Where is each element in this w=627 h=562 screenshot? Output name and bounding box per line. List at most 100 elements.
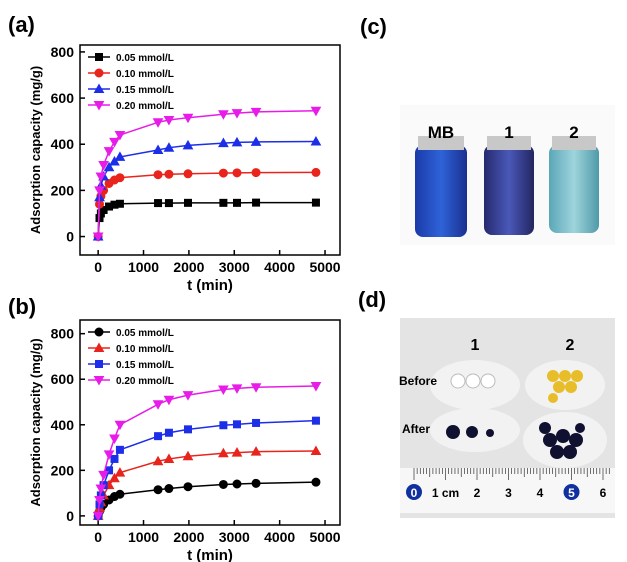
column-label: 2 — [566, 337, 575, 354]
marker — [110, 435, 119, 443]
x-tick-label: 3000 — [219, 529, 250, 545]
marker — [164, 396, 173, 404]
x-tick-label: 4000 — [264, 259, 295, 275]
column-label: 1 — [471, 337, 480, 354]
marker — [220, 422, 227, 429]
marker — [155, 433, 162, 440]
y-tick-label: 0 — [66, 229, 74, 245]
bead — [451, 374, 465, 388]
ruler-label: 0 — [411, 486, 418, 500]
ruler-label: 3 — [505, 486, 512, 500]
marker — [312, 417, 319, 424]
marker — [233, 199, 240, 206]
marker — [184, 199, 191, 206]
x-tick-label: 0 — [94, 529, 102, 545]
marker — [233, 421, 240, 428]
ruler-label: 1 cm — [432, 486, 459, 500]
series-line — [98, 482, 316, 516]
marker — [233, 169, 241, 177]
x-tick-label: 2000 — [173, 529, 204, 545]
marker — [219, 480, 227, 488]
marker — [312, 199, 319, 206]
legend-label: 0.05 mmol/L — [116, 328, 174, 339]
vial — [415, 145, 467, 237]
x-tick-label: 4000 — [264, 529, 295, 545]
marker — [154, 171, 162, 179]
panel-label: (d) — [358, 287, 386, 312]
vial-label: 2 — [569, 123, 578, 142]
legend-marker — [96, 361, 103, 368]
legend-label: 0.20 mmol/L — [116, 101, 174, 112]
figure: (c) MB 1 2 (d) 1 2 Before After 0 1 cm 2 3 4… — [0, 0, 627, 562]
legend-marker — [96, 54, 103, 61]
marker — [111, 455, 118, 462]
ruler-label: 4 — [537, 486, 544, 500]
marker — [110, 138, 119, 146]
marker — [154, 486, 162, 494]
y-tick-label: 400 — [51, 417, 75, 433]
marker — [116, 490, 124, 498]
x-tick-label: 2000 — [173, 259, 204, 275]
y-tick-label: 200 — [51, 182, 75, 198]
marker — [252, 479, 260, 487]
marker — [105, 148, 114, 156]
vial-label: MB — [428, 123, 454, 142]
y-tick-label: 600 — [51, 90, 75, 106]
ruler-label: 5 — [568, 486, 575, 500]
legend-label: 0.05 mmol/L — [116, 53, 174, 64]
legend-marker — [95, 328, 103, 336]
marker — [165, 200, 172, 207]
series-line — [98, 203, 316, 237]
marker — [184, 170, 192, 178]
series-line — [98, 172, 316, 236]
y-axis-label: Adsorption capacity (mg/g) — [28, 338, 43, 506]
marker — [116, 200, 123, 207]
bead — [481, 374, 495, 388]
row-label: Before — [399, 374, 437, 388]
marker — [165, 429, 172, 436]
film — [525, 360, 605, 410]
ruler-label: 6 — [600, 486, 607, 500]
panel-label: (c) — [360, 14, 387, 39]
ruler-label: 2 — [474, 486, 481, 500]
y-tick-label: 800 — [51, 326, 75, 342]
marker — [184, 483, 192, 491]
y-tick-label: 200 — [51, 462, 75, 478]
marker — [252, 169, 260, 177]
x-axis-label: t (min) — [187, 547, 233, 562]
photo-d: (d) 1 2 Before After 0 1 cm 2 3 4 5 6 — [358, 287, 615, 518]
x-tick-label: 5000 — [309, 529, 340, 545]
y-tick-label: 0 — [66, 508, 74, 524]
vial-label: 1 — [504, 123, 513, 142]
marker — [253, 419, 260, 426]
legend-marker — [95, 69, 103, 77]
marker — [116, 174, 124, 182]
marker — [233, 480, 241, 488]
y-tick-label: 600 — [51, 371, 75, 387]
photo-c: (c) MB 1 2 — [360, 14, 615, 245]
legend-label: 0.15 mmol/L — [116, 85, 174, 96]
marker — [165, 485, 173, 493]
panel-label: (a) — [8, 12, 35, 37]
x-tick-label: 3000 — [219, 259, 250, 275]
y-tick-label: 400 — [51, 136, 75, 152]
x-tick-label: 1000 — [128, 259, 159, 275]
legend-label: 0.10 mmol/L — [116, 69, 174, 80]
vial — [484, 145, 534, 235]
marker — [154, 401, 163, 409]
x-tick-label: 5000 — [309, 259, 340, 275]
panel-label: (b) — [8, 294, 36, 319]
marker — [253, 199, 260, 206]
marker — [155, 200, 162, 207]
x-axis-label: t (min) — [187, 277, 233, 294]
marker — [312, 168, 320, 176]
marker — [312, 478, 320, 486]
row-label: After — [402, 422, 430, 436]
series-line — [98, 421, 316, 516]
legend-label: 0.20 mmol/L — [116, 376, 174, 387]
series-line — [98, 141, 316, 236]
legend-label: 0.15 mmol/L — [116, 360, 174, 371]
legend-label: 0.10 mmol/L — [116, 344, 174, 355]
